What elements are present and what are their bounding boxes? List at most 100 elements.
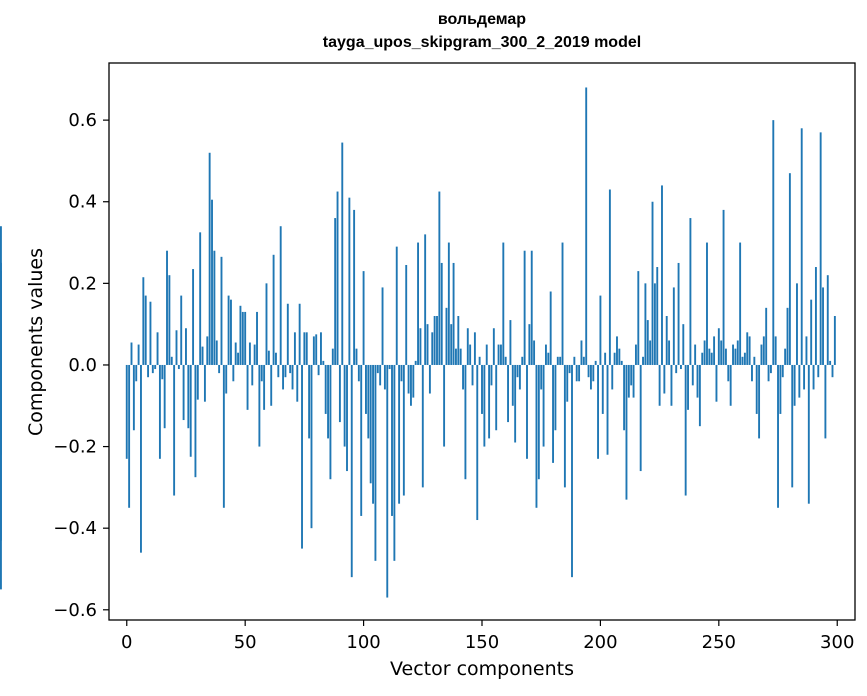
bar [275, 352, 277, 365]
bar [128, 364, 131, 508]
bar [618, 348, 621, 365]
bar [182, 364, 185, 421]
bar [552, 364, 554, 463]
bar [343, 364, 346, 447]
bar [466, 328, 469, 365]
bar [682, 324, 685, 365]
bar [329, 364, 332, 480]
bar [284, 364, 287, 378]
bar [668, 340, 671, 365]
bar [485, 344, 488, 365]
bar [677, 262, 680, 365]
bar [573, 356, 576, 365]
bar [438, 191, 441, 365]
bar [788, 173, 791, 365]
bar [786, 307, 789, 365]
bar [151, 364, 154, 374]
bar [554, 364, 557, 431]
bar [457, 316, 460, 365]
bar [154, 364, 157, 370]
bar [608, 189, 611, 365]
bar [762, 336, 765, 365]
bar [374, 364, 377, 561]
bar [462, 364, 464, 390]
bar [203, 364, 206, 402]
bar [310, 364, 313, 529]
bar [495, 364, 498, 431]
bar [135, 364, 138, 382]
bar [199, 232, 202, 365]
bar [336, 191, 339, 365]
bar [613, 352, 616, 365]
bar [492, 328, 495, 365]
bar [391, 364, 393, 516]
bar [644, 283, 647, 365]
x-tick-label: 150 [465, 632, 499, 653]
bar [803, 364, 806, 390]
bar [658, 364, 661, 406]
bar [473, 332, 476, 365]
bar [732, 344, 734, 365]
bar [507, 364, 509, 423]
bar [741, 356, 744, 365]
bar [490, 364, 493, 386]
bar [535, 364, 538, 508]
bar [426, 324, 429, 365]
bar [265, 283, 268, 365]
bar [727, 364, 730, 382]
bar [158, 364, 161, 459]
bar [331, 348, 334, 365]
bar [566, 364, 569, 402]
bar [298, 303, 301, 365]
y-tick-label: 0.4 [68, 192, 97, 213]
bar [402, 364, 405, 496]
bar [0, 271, 2, 365]
bar [324, 364, 327, 414]
bar [502, 242, 505, 365]
bar [516, 364, 519, 378]
bar [211, 199, 213, 365]
bar [646, 320, 649, 365]
bar [589, 364, 592, 390]
bar [222, 364, 225, 508]
bar [497, 344, 500, 365]
bar [824, 364, 827, 439]
bar [772, 120, 775, 365]
bar [383, 364, 386, 390]
bar [580, 340, 583, 365]
bar [829, 360, 832, 365]
bar [758, 364, 761, 439]
bar [338, 364, 341, 423]
bar [334, 218, 337, 365]
bar [208, 152, 211, 365]
bar [627, 364, 630, 398]
bar [540, 364, 543, 390]
bar [748, 336, 751, 365]
bar [258, 364, 261, 447]
x-axis-label: Vector components [390, 658, 574, 680]
y-tick-label: −0.6 [53, 600, 97, 621]
bar [346, 364, 348, 472]
bar [755, 364, 758, 414]
bar [450, 324, 453, 365]
bar [476, 364, 479, 521]
bar [381, 287, 384, 365]
bar [826, 275, 829, 365]
bar [561, 242, 564, 365]
bar [218, 364, 221, 374]
bar [708, 348, 711, 365]
bar [185, 328, 187, 365]
bar [706, 242, 708, 365]
bar [724, 348, 727, 365]
bar [753, 356, 756, 365]
bar [528, 324, 531, 365]
bar [166, 250, 168, 365]
bar [142, 277, 145, 365]
bar [511, 364, 514, 406]
bar [796, 283, 798, 365]
bar [443, 364, 446, 447]
bar [793, 364, 796, 406]
bar [372, 364, 374, 504]
bar [433, 316, 436, 365]
